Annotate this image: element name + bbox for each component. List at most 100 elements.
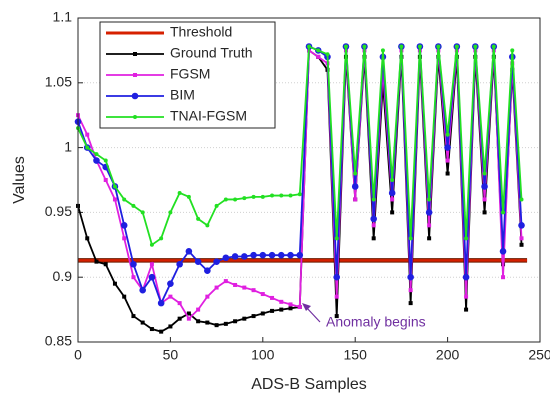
marker — [288, 193, 293, 198]
marker — [157, 299, 165, 307]
marker — [112, 197, 117, 202]
marker — [519, 242, 524, 247]
marker — [279, 299, 284, 304]
marker — [242, 316, 247, 321]
marker — [139, 286, 146, 294]
marker — [445, 132, 450, 137]
annotation-arrowhead — [302, 303, 311, 311]
marker — [233, 197, 238, 202]
marker — [242, 196, 247, 201]
annotation: Anomaly begins — [326, 314, 426, 330]
marker — [445, 171, 450, 176]
marker — [501, 275, 506, 280]
marker — [260, 311, 265, 316]
marker — [251, 194, 256, 199]
marker — [131, 275, 136, 280]
marker — [130, 260, 137, 268]
marker — [334, 294, 339, 299]
marker — [259, 251, 267, 259]
legend-label: FGSM — [170, 66, 210, 82]
marker — [499, 247, 507, 255]
marker — [177, 301, 182, 306]
marker — [270, 295, 275, 300]
marker — [231, 253, 239, 260]
marker — [222, 254, 230, 262]
marker — [103, 178, 108, 182]
marker — [436, 44, 441, 49]
marker — [168, 210, 173, 215]
x-tick-label: 150 — [344, 347, 368, 363]
marker — [491, 44, 496, 49]
annotation-arrow — [305, 306, 321, 323]
marker — [417, 44, 422, 49]
marker — [390, 178, 395, 182]
marker — [94, 259, 99, 264]
marker — [388, 189, 396, 197]
marker — [287, 251, 294, 259]
y-tick-label: 1 — [64, 138, 72, 154]
marker — [325, 52, 330, 57]
marker — [297, 192, 302, 197]
marker — [140, 320, 145, 325]
marker — [334, 314, 339, 319]
plot-frame — [77, 17, 541, 343]
marker — [316, 54, 321, 59]
marker — [242, 285, 247, 290]
marker — [140, 210, 145, 215]
legend-marker — [133, 52, 137, 56]
marker — [333, 273, 341, 281]
marker — [159, 236, 164, 241]
legend-label: TNAI-FGSM — [170, 108, 247, 124]
marker — [186, 316, 191, 321]
marker — [353, 197, 358, 202]
y-tick-label: 0.95 — [45, 203, 72, 219]
marker — [85, 132, 90, 137]
marker — [112, 281, 117, 286]
marker — [518, 222, 525, 229]
marker — [316, 48, 321, 53]
x-tick-label: 50 — [163, 347, 179, 363]
marker — [205, 294, 210, 299]
marker — [223, 279, 228, 284]
marker — [408, 288, 413, 293]
marker — [288, 306, 293, 311]
marker — [103, 158, 108, 163]
marker — [462, 273, 470, 281]
marker — [159, 329, 164, 334]
marker — [407, 273, 414, 281]
marker — [168, 324, 173, 329]
marker — [445, 158, 450, 163]
marker — [268, 251, 276, 259]
marker — [427, 223, 432, 228]
marker — [444, 144, 451, 151]
marker — [482, 171, 487, 176]
marker — [464, 294, 469, 299]
marker — [103, 262, 108, 267]
x-tick-label: 200 — [436, 347, 460, 363]
marker — [277, 251, 285, 259]
marker — [371, 197, 376, 202]
marker — [196, 307, 201, 312]
marker — [177, 316, 182, 321]
marker — [233, 282, 238, 287]
marker — [185, 247, 193, 255]
legend-marker — [131, 92, 139, 100]
legend-label: BIM — [170, 87, 195, 103]
marker — [149, 242, 154, 247]
marker — [288, 302, 293, 307]
marker — [131, 314, 136, 319]
marker — [510, 48, 515, 53]
marker — [168, 294, 173, 299]
x-tick-label: 250 — [528, 347, 550, 363]
marker — [214, 323, 219, 328]
marker — [362, 44, 367, 49]
marker — [519, 197, 524, 202]
marker — [177, 190, 182, 195]
marker — [85, 145, 90, 150]
legend-marker — [133, 73, 137, 77]
marker — [482, 197, 487, 202]
marker — [279, 307, 284, 312]
marker — [241, 253, 248, 260]
marker — [205, 223, 210, 228]
